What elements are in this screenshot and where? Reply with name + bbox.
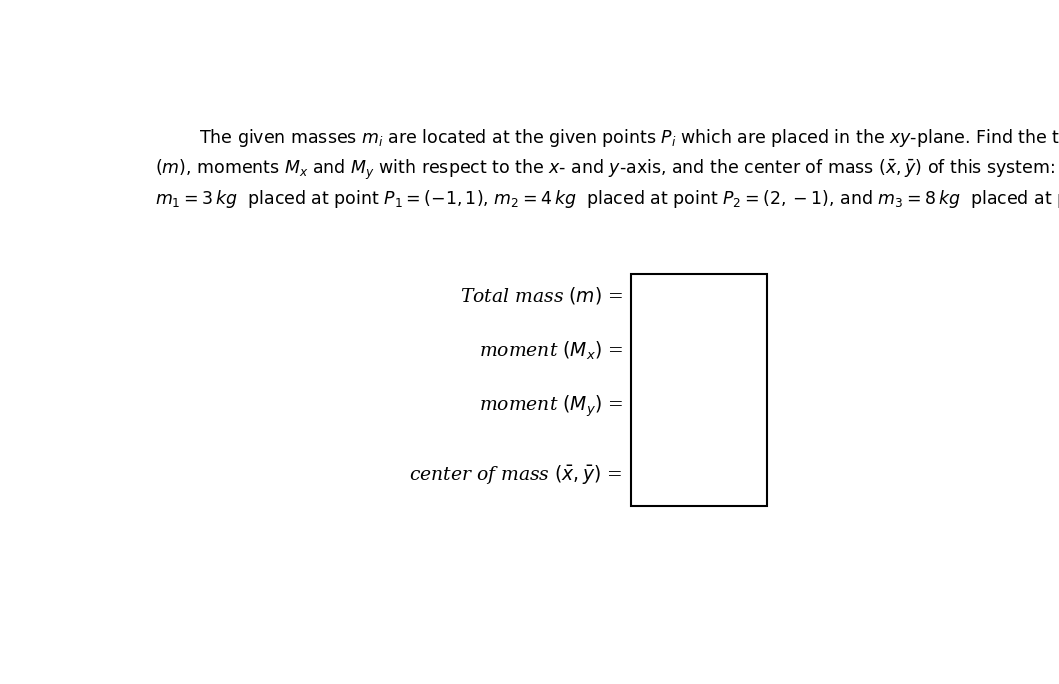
Text: The given masses $m_i$ are located at the given points $P_i$ which are placed in: The given masses $m_i$ are located at th… <box>156 127 1059 149</box>
Bar <box>631 274 767 506</box>
Text: center of mass $(\bar{x}, \bar{y})$ =: center of mass $(\bar{x}, \bar{y})$ = <box>410 463 623 486</box>
Text: Total mass $(m)$ =: Total mass $(m)$ = <box>460 285 623 306</box>
Text: $m_1 = 3\,kg$  placed at point $P_1 = (-1, 1)$, $m_2 = 4\,kg$  placed at point $: $m_1 = 3\,kg$ placed at point $P_1 = (-1… <box>156 188 1059 210</box>
Text: moment $(M_x)$ =: moment $(M_x)$ = <box>479 339 623 362</box>
Text: $(m)$, moments $M_x$ and $M_y$ with respect to the $x$- and $y$-axis, and the ce: $(m)$, moments $M_x$ and $M_y$ with resp… <box>156 157 1055 181</box>
Text: moment $(M_y)$ =: moment $(M_y)$ = <box>479 393 623 419</box>
